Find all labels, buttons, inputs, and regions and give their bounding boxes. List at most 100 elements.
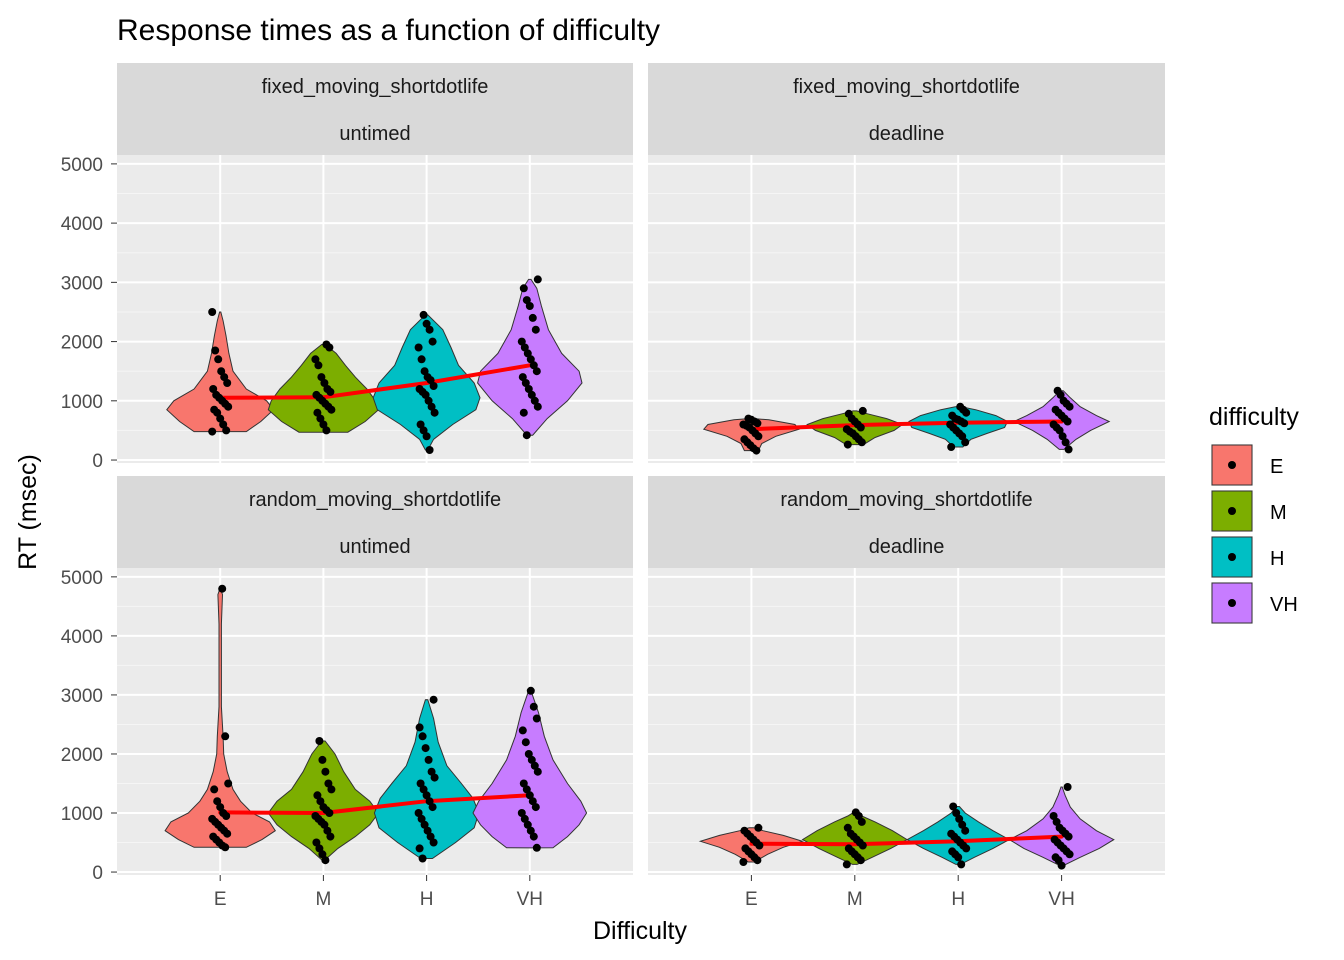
data-point [739, 858, 748, 866]
data-point [517, 337, 526, 346]
data-point [523, 349, 532, 358]
data-point [843, 823, 852, 832]
x-tick-label: VH [1048, 889, 1074, 910]
data-point [418, 854, 427, 863]
data-point [313, 791, 322, 800]
facet-strip [117, 63, 633, 155]
data-point [842, 860, 851, 869]
data-point [419, 310, 428, 319]
data-point [533, 767, 542, 776]
data-point [857, 438, 866, 447]
data-point [1049, 812, 1058, 820]
y-tick-label: 0 [92, 863, 103, 884]
legend-key-point [1228, 507, 1236, 515]
data-point [430, 408, 439, 417]
data-point [209, 385, 218, 393]
data-point [222, 426, 231, 435]
data-point [529, 361, 538, 370]
data-point [419, 785, 428, 794]
data-point [1063, 417, 1072, 426]
data-point [324, 779, 333, 788]
data-point [958, 820, 967, 829]
strip-label-condition: fixed_moving_shortdotlife [793, 76, 1020, 98]
data-point [316, 797, 325, 806]
data-point [419, 426, 428, 435]
legend-key-point [1228, 553, 1236, 561]
data-point [415, 844, 424, 853]
data-point [1055, 426, 1064, 435]
data-point [1064, 832, 1073, 841]
legend-label: E [1270, 456, 1283, 478]
data-point [208, 308, 217, 316]
y-tick-label: 3000 [61, 273, 103, 294]
data-point [522, 785, 531, 794]
data-point [532, 843, 541, 852]
data-point [854, 812, 863, 820]
data-point [1058, 432, 1067, 441]
data-point [526, 355, 535, 364]
data-point [517, 809, 526, 817]
data-point [208, 427, 217, 436]
data-point [962, 408, 971, 417]
data-point [420, 367, 429, 376]
data-point [422, 791, 431, 800]
data-point [525, 791, 534, 800]
data-point [531, 803, 540, 812]
data-point [314, 361, 323, 370]
data-point [420, 820, 429, 829]
x-tick-label: M [847, 889, 863, 910]
data-point [949, 802, 958, 811]
strip-label-condition: fixed_moving_shortdotlife [262, 76, 489, 98]
data-point [518, 373, 527, 382]
legend-label: M [1270, 502, 1287, 524]
data-point [320, 820, 329, 829]
data-point [318, 755, 327, 764]
data-point [1065, 402, 1074, 411]
data-point [426, 832, 435, 841]
data-point [520, 343, 529, 352]
data-point [224, 779, 233, 788]
facet-strip [648, 476, 1165, 568]
legend-key-point [1228, 461, 1236, 469]
data-point [417, 355, 426, 364]
facet-panel: random_moving_shortdotlife deadline E M H VH [648, 476, 1165, 910]
facet-strip [117, 476, 633, 568]
y-tick-label: 3000 [61, 686, 103, 707]
data-point [416, 420, 425, 429]
data-point [529, 832, 538, 841]
strip-label-timing: untimed [339, 123, 410, 145]
data-point [528, 797, 537, 806]
y-tick-label: 2000 [61, 333, 103, 354]
data-point [218, 584, 227, 593]
facet-strip [648, 63, 1165, 155]
data-point [327, 785, 336, 794]
data-point [533, 275, 542, 284]
data-point [856, 856, 865, 865]
data-point [414, 809, 423, 817]
data-point [428, 803, 437, 812]
data-point [955, 814, 964, 823]
data-point [1064, 445, 1073, 454]
data-point [1063, 783, 1072, 791]
data-point [318, 850, 327, 859]
data-point [214, 355, 223, 364]
data-point [417, 814, 426, 823]
strip-label-condition: random_moving_shortdotlife [249, 489, 501, 511]
data-point [947, 443, 956, 451]
data-point [311, 355, 320, 364]
legend-key-point [1228, 599, 1236, 607]
data-point [425, 446, 434, 454]
x-tick-label: VH [517, 889, 543, 910]
data-point [961, 826, 970, 835]
data-point [430, 773, 439, 782]
data-point [312, 838, 321, 847]
x-tick-label: E [214, 889, 227, 910]
data-point [532, 367, 541, 376]
x-axis-title: Difficulty [593, 917, 688, 945]
facet-panel: fixed_moving_shortdotlife deadline [648, 63, 1165, 463]
data-point [313, 408, 322, 417]
data-point [222, 812, 231, 820]
data-point [532, 714, 541, 723]
